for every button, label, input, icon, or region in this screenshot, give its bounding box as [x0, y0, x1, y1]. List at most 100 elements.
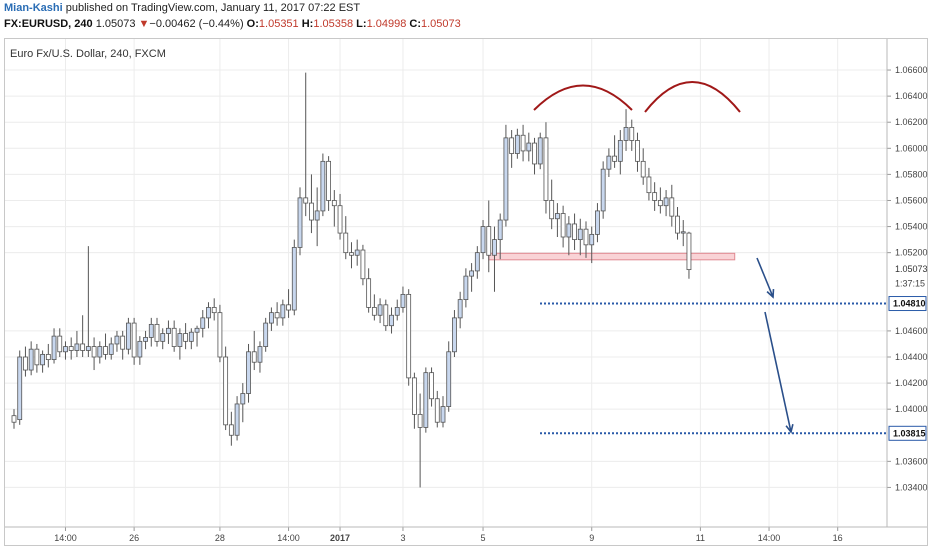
y-tick-label: 1.04200 — [895, 378, 928, 388]
candle-body — [629, 127, 635, 141]
candle-body — [514, 134, 520, 154]
candle-body — [457, 299, 463, 319]
candle-body — [331, 200, 337, 207]
candle-body — [263, 322, 269, 347]
candle-body — [389, 314, 394, 327]
candle-body — [326, 160, 332, 201]
candle-body — [657, 200, 663, 207]
candle-body — [595, 210, 600, 235]
candle-body — [675, 215, 680, 234]
candle-body — [34, 348, 40, 366]
candle-body — [577, 228, 583, 241]
candle-body — [154, 323, 160, 342]
candle-body — [669, 197, 675, 217]
publish-info: Mian-Kashi published on TradingView.com,… — [4, 2, 360, 14]
candle-body — [480, 226, 486, 254]
candle-body — [366, 278, 372, 308]
candle-body — [234, 403, 240, 436]
candle-body — [617, 140, 623, 162]
candle-body — [377, 304, 383, 316]
candle-body — [492, 239, 497, 256]
y-tick-label: 1.04400 — [895, 352, 928, 362]
candle-body — [566, 223, 572, 238]
candle-body — [286, 304, 291, 311]
low-label: L: — [356, 18, 367, 30]
open-label: O: — [246, 18, 259, 30]
current-price-label: 1.05073 — [895, 264, 928, 274]
countdown-timer: 1:37:15 — [895, 278, 925, 288]
candle-body — [166, 327, 171, 334]
y-tick-label: 1.03400 — [895, 482, 928, 492]
x-tick-label: 16 — [833, 533, 843, 543]
x-tick-label: 26 — [129, 533, 139, 543]
candle-body — [411, 377, 417, 415]
candle-body — [446, 351, 452, 407]
candle-body — [360, 249, 366, 280]
candle-body — [400, 293, 406, 308]
candle-body — [17, 356, 23, 421]
candle-body — [68, 346, 74, 351]
candle-body — [543, 137, 549, 201]
down-arrow-2-shaft — [764, 311, 792, 433]
candle-body — [177, 333, 183, 347]
shoulder-arc — [533, 84, 633, 111]
candle-body — [463, 275, 469, 301]
candle-body — [223, 356, 229, 426]
candle-body — [572, 223, 577, 241]
candle-body — [74, 343, 80, 351]
candle-body — [171, 327, 177, 347]
open-value: 1.05351 — [258, 18, 299, 30]
candle-body — [297, 197, 303, 248]
y-tick-label: 1.04600 — [895, 326, 928, 336]
candle-body — [509, 137, 515, 154]
candle-body — [640, 160, 646, 178]
candle-body — [663, 197, 669, 207]
candle-body — [11, 415, 17, 423]
level-price-label: 1.04810 — [893, 299, 926, 309]
y-tick-label: 1.06200 — [895, 117, 928, 127]
candle-body — [131, 322, 137, 358]
candle-body — [440, 406, 446, 423]
candle-body — [251, 351, 257, 363]
candle-body — [183, 333, 189, 342]
x-tick-label: 28 — [215, 533, 225, 543]
candle-body — [194, 327, 200, 333]
level-price-box — [888, 296, 927, 312]
candle-body — [680, 231, 686, 234]
y-tick-label: 1.03600 — [895, 456, 928, 466]
candle-body — [103, 346, 108, 355]
candle-body — [97, 346, 103, 358]
candle-body — [160, 333, 166, 342]
candle-body — [80, 343, 86, 351]
candle-body — [23, 356, 28, 371]
candle-body — [280, 304, 286, 319]
x-tick-label: 5 — [481, 533, 486, 543]
candle-body — [309, 202, 314, 221]
candle-body — [320, 160, 326, 212]
candle-body — [417, 413, 423, 428]
candle-body — [549, 200, 555, 220]
candle-body — [434, 398, 440, 423]
candle-body — [148, 323, 154, 338]
candle-body — [85, 346, 91, 351]
level-price-box — [888, 425, 927, 441]
candle-body — [211, 307, 217, 314]
candle-body — [303, 197, 309, 204]
ohlc-bar: FX:EURUSD, 240 1.05073 ▼−0.00462 (−0.44%… — [4, 18, 461, 30]
candle-body — [349, 252, 354, 256]
candle-body — [114, 335, 120, 345]
candle-body — [646, 176, 652, 194]
level-price-label: 1.03815 — [893, 428, 926, 438]
candle-body — [217, 312, 223, 358]
candle-body — [686, 232, 692, 271]
author-link[interactable]: Mian-Kashi — [4, 2, 63, 14]
y-tick-label: 1.05800 — [895, 169, 928, 179]
candle-body — [137, 340, 143, 358]
y-tick-label: 1.06600 — [895, 65, 928, 75]
candle-body — [240, 393, 246, 405]
candle-body — [63, 346, 68, 353]
neckline-zone — [488, 252, 736, 261]
candle-body — [314, 210, 320, 221]
candle-body — [606, 155, 612, 170]
